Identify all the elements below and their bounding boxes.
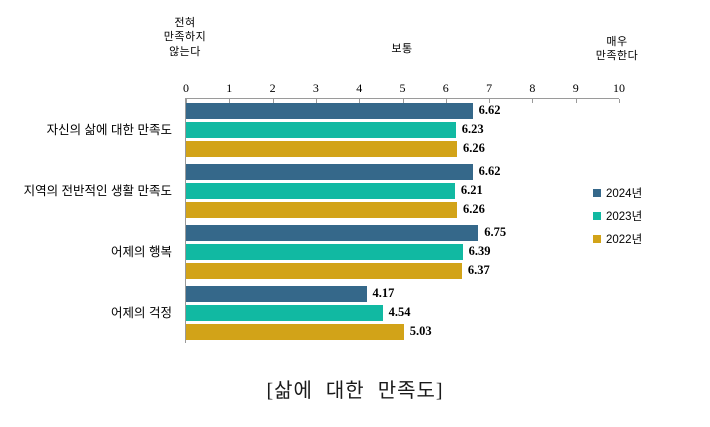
category-label: 지역의 전반적인 생활 만족도 — [23, 184, 172, 198]
legend-label: 2022년 — [606, 234, 643, 246]
axis-annotation-center: 보통 — [391, 43, 413, 55]
bar — [186, 163, 473, 180]
bar-value-label: 6.75 — [484, 225, 507, 239]
axis-tick-label: 0 — [183, 81, 189, 95]
legend-item: 2022년 — [593, 232, 642, 246]
axis-tick — [402, 99, 404, 103]
bar-row: 4.17 — [186, 285, 619, 302]
bar — [186, 285, 367, 302]
axis-tick-label: 1 — [226, 81, 233, 95]
axis-tick-label: 7 — [486, 81, 493, 95]
axis-tick-label: 2 — [269, 81, 276, 95]
legend-swatch-icon — [593, 189, 601, 197]
bar-value-label: 4.54 — [388, 305, 411, 319]
bar-value-label: 6.23 — [461, 122, 484, 136]
bar-row: 6.21 — [186, 182, 619, 199]
bar-row: 5.03 — [186, 323, 619, 340]
bar-row: 6.23 — [186, 121, 619, 138]
bar-value-label: 6.26 — [463, 202, 485, 216]
axis-tick — [359, 99, 361, 103]
axis-tick — [619, 99, 620, 103]
axis-tick — [229, 99, 231, 103]
bar-row: 4.54 — [186, 304, 619, 321]
chart-title: [삶에 대한 만족도] — [266, 380, 444, 402]
legend-label: 2024년 — [606, 188, 643, 200]
bar — [186, 304, 383, 321]
bar-group: 6.75 6.39 6.37 — [186, 221, 619, 282]
legend-item: 2023년 — [593, 209, 642, 223]
axis-tick — [315, 99, 317, 103]
category-label: 자신의 삶에 대한 만족도 — [46, 123, 172, 137]
bar-row: 6.75 — [186, 224, 619, 241]
bar-group: 6.62 6.23 6.26 — [186, 99, 619, 160]
axis-tick-label: 10 — [613, 81, 625, 95]
legend-swatch-icon — [593, 235, 601, 243]
axis-tick-label: 9 — [572, 81, 579, 95]
bar-value-label: 6.26 — [463, 141, 485, 155]
axis-tick — [532, 99, 534, 103]
bar-row: 6.39 — [186, 243, 619, 260]
plot-area: 0 1 2 3 4 5 6 7 8 9 10 6.62 6.23 6.26 6.62 6.21 6.26 6.75… — [183, 81, 625, 343]
bar-value-label: 6.21 — [460, 183, 483, 197]
axis-tick-label: 4 — [356, 81, 363, 95]
axis-annotation-right: 매우 만족한다 — [595, 36, 639, 63]
axis-tick — [575, 99, 577, 103]
bar — [186, 102, 473, 119]
legend-item: 2024년 — [593, 186, 642, 200]
bar-row: 6.26 — [186, 201, 619, 218]
bar — [186, 140, 458, 157]
bar-value-label: 6.39 — [468, 244, 491, 258]
bar — [186, 201, 458, 218]
bar-value-label: 6.37 — [467, 263, 490, 277]
axis-tick-label: 3 — [312, 81, 319, 95]
legend-swatch-icon — [593, 212, 601, 220]
bar — [186, 323, 404, 340]
bar-group: 4.17 4.54 5.03 — [186, 282, 619, 343]
bar — [186, 182, 455, 199]
axis-tick-label: 5 — [399, 81, 406, 95]
bar — [186, 262, 462, 279]
bar-row: 6.62 — [186, 102, 619, 119]
axis-tick-label: 8 — [529, 81, 536, 95]
bar-value-label: 5.03 — [409, 324, 432, 338]
bar-row: 6.62 — [186, 163, 619, 180]
legend: 2024년 2023년 2022년 — [593, 186, 642, 255]
axis-tick — [489, 99, 491, 103]
category-label: 어제의 걱정 — [111, 306, 172, 320]
axis-tick — [272, 99, 274, 103]
axis-annotation-left: 전혀 만족하지 않는다 — [163, 17, 207, 58]
bar-row: 6.26 — [186, 140, 619, 157]
axis-tick — [445, 99, 447, 103]
bar-group: 6.62 6.21 6.26 — [186, 160, 619, 221]
axis-tick-label: 6 — [442, 81, 449, 95]
bar — [186, 243, 463, 260]
axis-tick — [186, 99, 187, 103]
bar-value-label: 4.17 — [372, 286, 395, 300]
bar-value-label: 6.62 — [478, 103, 501, 117]
bar-value-label: 6.62 — [478, 164, 501, 178]
bar — [186, 121, 456, 138]
bar — [186, 224, 479, 241]
category-label: 어제의 행복 — [111, 245, 172, 259]
bar-row: 6.37 — [186, 262, 619, 279]
legend-label: 2023년 — [606, 211, 643, 223]
